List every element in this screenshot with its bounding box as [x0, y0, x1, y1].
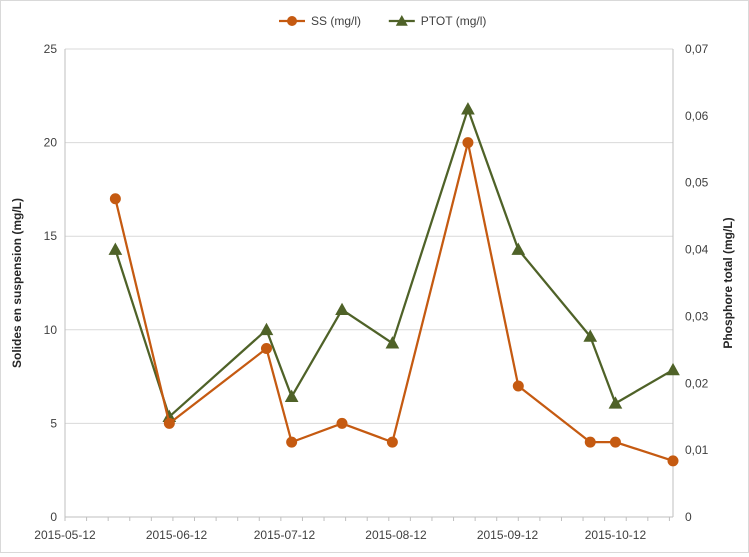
- legend-marker: [395, 15, 408, 26]
- series-line: [114, 108, 674, 418]
- y2-axis-title: Phosphore total (mg/L): [721, 217, 735, 348]
- series-ss: [109, 137, 679, 467]
- y2-tick-label: 0,05: [685, 176, 709, 190]
- data-point: [336, 417, 348, 429]
- legend-item: PTOT (mg/l): [388, 14, 487, 28]
- data-point: [608, 396, 623, 409]
- data-point: [259, 322, 274, 336]
- legend-item: SS (mg/l): [279, 14, 361, 28]
- data-point: [335, 302, 349, 316]
- data-point: [260, 343, 272, 355]
- data-point: [386, 436, 398, 448]
- legend-marker: [287, 16, 297, 26]
- y2-tick-label: 0,06: [685, 109, 709, 123]
- data-point: [512, 380, 524, 392]
- data-point: [609, 436, 621, 448]
- y-axis-title: Solides en suspension (mg/L): [10, 198, 24, 368]
- y-tick-label: 20: [44, 136, 58, 150]
- data-point: [461, 102, 475, 115]
- data-point: [284, 389, 299, 402]
- data-point: [163, 417, 175, 429]
- y2-tick-label: 0,04: [685, 243, 709, 257]
- series-layer: [108, 102, 680, 467]
- y-tick-label: 25: [44, 42, 58, 56]
- y2-tick-label: 0,03: [685, 309, 709, 323]
- y2-tick-label: 0: [685, 510, 692, 524]
- data-point: [462, 137, 474, 149]
- legend: SS (mg/l) PTOT (mg/l): [279, 14, 486, 28]
- legend-label: SS (mg/l): [311, 14, 361, 28]
- data-point: [666, 362, 680, 376]
- data-point: [385, 336, 400, 349]
- x-tick-label: 2015-07-12: [254, 528, 316, 542]
- data-point: [109, 193, 121, 205]
- y2-tick-label: 0,07: [685, 42, 709, 56]
- x-tick-label: 2015-08-12: [365, 528, 427, 542]
- data-point: [583, 329, 598, 342]
- data-point: [584, 436, 596, 448]
- gridlines: [65, 48, 673, 424]
- data-point: [511, 242, 526, 255]
- y2-tick-label: 0,01: [685, 443, 709, 457]
- x-tick-label: 2015-10-12: [585, 528, 647, 542]
- data-point: [108, 242, 123, 255]
- data-point: [667, 455, 679, 467]
- y-tick-label: 0: [50, 510, 57, 524]
- y-tick-label: 5: [50, 416, 57, 430]
- series-line: [114, 141, 674, 462]
- y-tick-label: 10: [44, 323, 58, 337]
- legend-label: PTOT (mg/l): [421, 14, 487, 28]
- y-tick-label: 15: [44, 229, 58, 243]
- x-tick-label: 2015-06-12: [146, 528, 208, 542]
- y2-tick-label: 0,02: [685, 376, 709, 390]
- axes: 0 5 10 15 20 25 0 0,01 0,02 0,03 0,04 0,05 0,06 0,07 2…: [10, 42, 735, 542]
- series-ptot: [108, 102, 680, 423]
- data-point: [286, 436, 298, 448]
- x-tick-label: 2015-09-12: [477, 528, 539, 542]
- x-tick-label: 2015-05-12: [34, 528, 96, 542]
